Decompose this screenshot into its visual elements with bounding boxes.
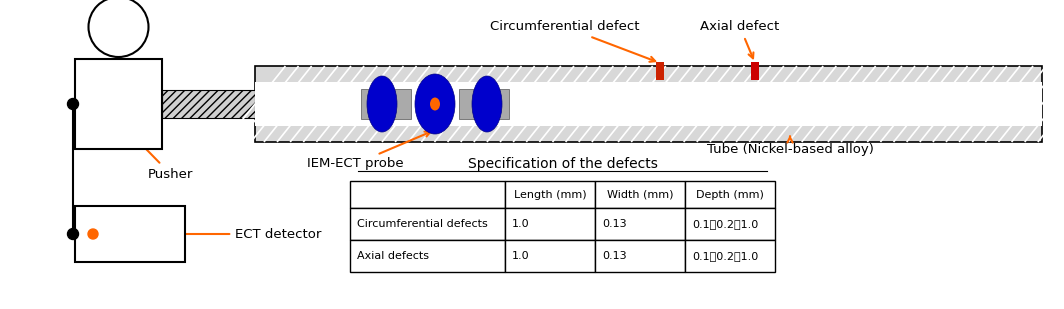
Text: Depth (mm): Depth (mm) [696, 189, 764, 200]
Bar [751, 62, 759, 80]
Bar [393, 89, 411, 119]
Ellipse shape [472, 76, 502, 132]
Bar [255, 82, 1042, 126]
Bar [505, 181, 595, 208]
Bar [595, 181, 685, 208]
Text: ECT detector: ECT detector [98, 227, 321, 240]
Bar [361, 89, 379, 119]
Text: Tube (Nickel-based alloy): Tube (Nickel-based alloy) [706, 137, 874, 155]
Text: Specification of the defects: Specification of the defects [467, 157, 658, 171]
Text: 0.13: 0.13 [602, 251, 627, 261]
Bar [685, 181, 775, 208]
Bar [350, 240, 505, 272]
Text: IEM-ECT probe: IEM-ECT probe [306, 132, 430, 171]
Bar [595, 240, 685, 272]
Bar [685, 208, 775, 240]
Text: 0.13: 0.13 [602, 219, 627, 229]
Bar [491, 89, 509, 119]
Circle shape [88, 229, 98, 239]
Text: 0.1，0.2，1.0: 0.1，0.2，1.0 [692, 219, 759, 229]
Bar [505, 208, 595, 240]
Text: Axial defect: Axial defect [700, 20, 780, 58]
Circle shape [67, 99, 79, 109]
Bar [595, 208, 685, 240]
Bar [350, 181, 505, 208]
Bar [74, 206, 185, 262]
Bar [74, 59, 162, 149]
Ellipse shape [367, 76, 397, 132]
Bar [685, 240, 775, 272]
Text: Circumferential defects: Circumferential defects [358, 219, 487, 229]
Bar [656, 62, 664, 80]
Text: 1.0: 1.0 [512, 251, 530, 261]
Bar [255, 66, 1042, 142]
Ellipse shape [430, 98, 440, 111]
Text: Axial defects: Axial defects [358, 251, 429, 261]
Bar [459, 89, 477, 119]
Text: Pusher: Pusher [130, 133, 194, 180]
Text: 1.0: 1.0 [512, 219, 530, 229]
Text: Circumferential defect: Circumferential defect [491, 20, 655, 62]
Text: Length (mm): Length (mm) [514, 189, 586, 200]
Circle shape [88, 0, 149, 57]
Circle shape [67, 228, 79, 239]
Text: Width (mm): Width (mm) [606, 189, 674, 200]
Ellipse shape [415, 74, 455, 134]
Bar [162, 90, 255, 118]
Text: 0.1，0.2，1.0: 0.1，0.2，1.0 [692, 251, 759, 261]
Bar [505, 240, 595, 272]
Bar [350, 208, 505, 240]
